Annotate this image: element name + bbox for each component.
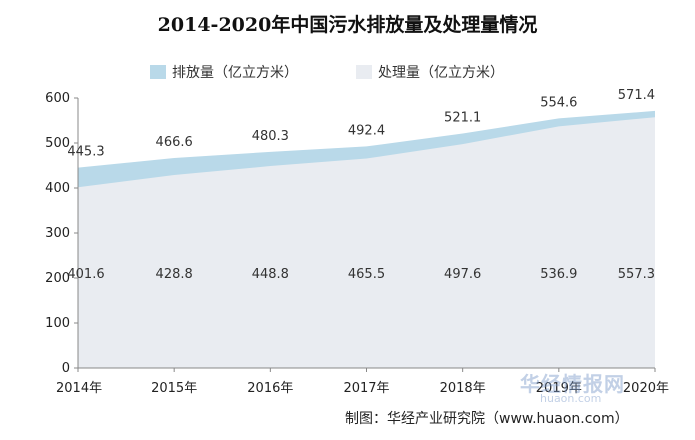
emission-data-label: 521.1: [444, 111, 481, 126]
emission-data-label: 571.4: [618, 88, 655, 103]
legend-emission: 排放量（亿立方米）: [150, 62, 298, 82]
x-tick-label: 2020年: [623, 381, 669, 396]
treatment-data-label: 448.8: [252, 267, 289, 282]
legend-treatment-swatch: [356, 65, 372, 79]
chart-title: 2014-2020年中国污水排放量及处理量情况: [157, 14, 538, 36]
legend-emission-swatch: [150, 65, 166, 79]
x-tick-label: 2017年: [343, 381, 389, 396]
treatment-data-label: 465.5: [348, 267, 385, 282]
y-tick-label: 200: [45, 271, 70, 286]
emission-data-label: 445.3: [67, 145, 104, 160]
emission-data-label: 554.6: [540, 95, 577, 110]
x-tick-label: 2016年: [247, 381, 293, 396]
treatment-data-label: 497.6: [444, 267, 481, 282]
y-tick-label: 100: [45, 316, 70, 331]
y-tick-label: 600: [45, 91, 70, 106]
y-tick-label: 500: [45, 136, 70, 151]
emission-data-label: 466.6: [156, 135, 193, 150]
legend-treatment: 处理量（亿立方米）: [356, 62, 504, 82]
y-tick-label: 300: [45, 226, 70, 241]
treatment-data-label: 557.3: [618, 267, 655, 282]
x-tick-label: 2019年: [536, 381, 582, 396]
legend-treatment-label: 处理量（亿立方米）: [378, 65, 504, 81]
x-tick-label: 2018年: [440, 381, 486, 396]
emission-data-label: 492.4: [348, 123, 385, 138]
watermark-logo: 华经情报网: [520, 372, 625, 396]
treatment-data-label: 401.6: [67, 267, 104, 282]
treatment-area: [78, 117, 655, 368]
emission-data-label: 480.3: [252, 129, 289, 144]
treatment-data-label: 428.8: [156, 267, 193, 282]
source-note: 制图：华经产业研究院（www.huaon.com）: [345, 411, 629, 427]
watermark-url: huaon.com: [540, 392, 602, 405]
legend-emission-label: 排放量（亿立方米）: [172, 65, 298, 81]
x-tick-label: 2014年: [56, 381, 102, 396]
x-tick-label: 2015年: [151, 381, 197, 396]
y-tick-label: 0: [62, 361, 70, 376]
y-tick-label: 400: [45, 181, 70, 196]
treatment-data-label: 536.9: [540, 267, 577, 282]
